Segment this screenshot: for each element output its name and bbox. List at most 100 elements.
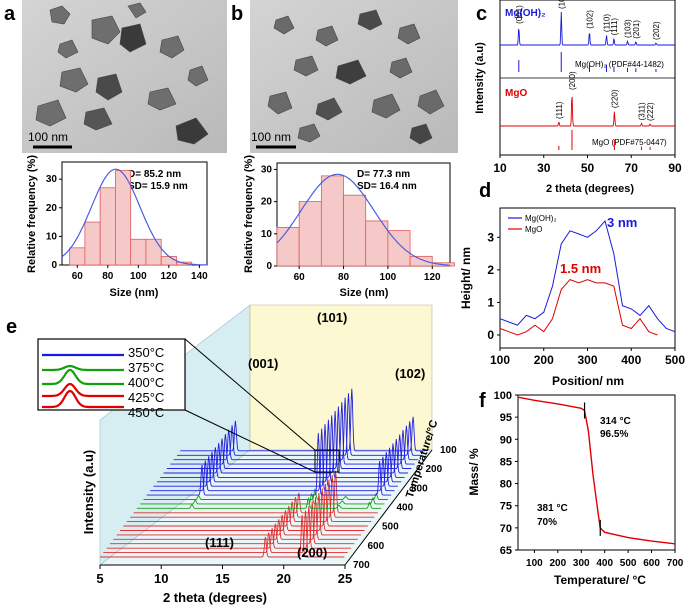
xrd-c-xlabel: 2 theta (degrees) — [546, 183, 634, 195]
e-xlabel: 2 theta (degrees) — [163, 590, 267, 605]
xrd-c-title-top: Mg(OH)₂ — [505, 8, 546, 19]
tga-f-ytick-2: 75 — [500, 501, 512, 513]
tga-f-ytick-7: 100 — [494, 390, 512, 402]
hist-b-bar-6 — [409, 255, 433, 267]
tga-f-ann1-temp: 314 °C — [600, 416, 631, 427]
tga-f-xtick-5: 600 — [643, 558, 660, 569]
panel-letter-b: b — [231, 3, 243, 25]
hist-a-bar-0 — [69, 247, 86, 266]
e-trace-200 — [166, 406, 412, 469]
e-trace-400 — [140, 492, 385, 505]
e-ztick-1: 200 — [426, 464, 443, 475]
hist-b-bar-4 — [365, 220, 389, 267]
histogram-a: D= 85.2 nm SD= 15.9 nm Size (nm) Relativ… — [26, 155, 208, 299]
afm-d-xlabel: Position/ nm — [552, 374, 624, 388]
xrd-c-pattern-mgoh2 — [500, 11, 675, 46]
tem-image-b — [250, 0, 458, 153]
tga-f-xtick-3: 400 — [596, 558, 613, 569]
hist-a-ylabel: Relative frequency (%) — [26, 155, 38, 273]
xrd-c-xtick-1: 30 — [537, 161, 551, 175]
afm-d-xtick-0: 100 — [490, 353, 510, 367]
hist-a-ytick-1: 10 — [46, 231, 58, 242]
hist-b-bar-5 — [387, 230, 411, 267]
xrd-c-peak-bottom-2: (220) — [610, 89, 619, 108]
xrd-c-xtick-3: 70 — [625, 161, 639, 175]
afm-d-line-1 — [499, 279, 658, 336]
e-inset — [37, 338, 186, 411]
tga-f-xtick-1: 200 — [549, 558, 566, 569]
e-ztick-2: 300 — [411, 483, 428, 494]
e-trace-300 — [153, 424, 398, 487]
panel-letter-e: e — [6, 316, 17, 338]
hist-b-ytick-0: 0 — [266, 261, 272, 272]
hist-a-ytick-2: 20 — [46, 203, 58, 214]
e-peak-200: (200) — [297, 545, 327, 560]
panel-letter-f: f — [479, 390, 486, 412]
xrd-c-xtick-4: 90 — [668, 161, 682, 175]
xrd-c-ref-bottom: MgO (PDF#75-0447) — [592, 138, 667, 147]
e-peak-102: (102) — [395, 366, 425, 381]
tga-f-ytick-4: 85 — [500, 456, 512, 468]
e-inset-trace-4 — [42, 389, 124, 409]
e-ztick-6: 700 — [353, 560, 370, 571]
afm-d-legend-0: Mg(OH)₂ — [525, 214, 557, 223]
hist-a-bar-2 — [99, 187, 116, 266]
e-inset-label-400: 400°C — [128, 375, 164, 390]
e-xtick-4: 25 — [338, 571, 352, 586]
hist-a-xtick-4: 140 — [191, 271, 208, 282]
tem-image-a — [22, 0, 227, 153]
hist-b-ytick-1: 10 — [261, 229, 273, 240]
e-trace-325 — [150, 428, 395, 492]
hist-b-bar-3 — [343, 194, 367, 267]
tga-f-ytick-5: 90 — [500, 434, 512, 446]
xrd-c-peak-top-6: (201) — [632, 20, 641, 39]
tga-f-ann1-mass: 96.5% — [600, 429, 628, 440]
hist-b-bar-1 — [298, 201, 322, 267]
tga-f-ylabel: Mass/ % — [467, 448, 481, 496]
e-trace-175 — [170, 402, 415, 465]
afm-d-xtick-3: 400 — [621, 353, 641, 367]
e-inset-label-450: 450°C — [128, 405, 164, 420]
hist-b-ytick-3: 30 — [261, 164, 273, 175]
hist-b-ytick-2: 20 — [261, 197, 273, 208]
hist-a-xlabel: Size (nm) — [110, 287, 159, 299]
hist-a-ytick-3: 30 — [46, 174, 58, 185]
e-trace-450 — [133, 470, 378, 514]
hist-b-ylabel: Relative frequency (%) — [243, 155, 255, 273]
panel-letter-d: d — [479, 180, 491, 202]
e-trace-100 — [180, 388, 425, 452]
hist-b-xtick-0: 60 — [294, 272, 306, 283]
tga-f-ytick-6: 95 — [500, 412, 512, 424]
hist-b-stat-sd: SD= 16.4 nm — [357, 181, 417, 192]
hist-b-xtick-2: 100 — [380, 272, 397, 283]
e-xtick-1: 10 — [154, 571, 168, 586]
tga-f-xtick-4: 500 — [620, 558, 637, 569]
hist-a-stat-mean: D= 85.2 nm — [128, 169, 181, 180]
e-zoom-box — [314, 449, 340, 473]
e-inset-label-425: 425°C — [128, 390, 164, 405]
e-peak-001: (001) — [248, 356, 278, 371]
e-ztick-4: 500 — [382, 522, 399, 533]
tga-f-ytick-1: 70 — [500, 523, 512, 535]
xrd-c-peak-bottom-3: (311) — [638, 102, 647, 120]
xrd-c-xtick-2: 50 — [581, 161, 595, 175]
afm-d-ytick-0: 0 — [487, 328, 494, 342]
afm-d-xtick-2: 300 — [577, 353, 597, 367]
xrd-c-xtick-0: 10 — [493, 161, 507, 175]
xrd-c-peak-top-0: (001) — [515, 5, 524, 24]
hist-b-xtick-3: 120 — [424, 272, 441, 283]
xrd-c-peak-top-2: (102) — [585, 10, 594, 29]
tga-f-ytick-0: 65 — [500, 545, 512, 557]
hist-a-xtick-3: 120 — [160, 271, 177, 282]
afm-d-line-0 — [499, 219, 676, 333]
tga-f-xtick-6: 700 — [667, 558, 684, 569]
hist-a-fit-curve — [61, 168, 207, 266]
hist-b-xtick-1: 80 — [338, 272, 350, 283]
hist-a-bar-5 — [145, 238, 162, 266]
e-trace-275 — [156, 419, 402, 483]
hist-a-bar-4 — [130, 238, 147, 266]
e-peak-111: (111) — [205, 535, 234, 550]
hist-a-xtick-1: 80 — [102, 271, 114, 282]
panel-letter-c: c — [476, 3, 487, 25]
